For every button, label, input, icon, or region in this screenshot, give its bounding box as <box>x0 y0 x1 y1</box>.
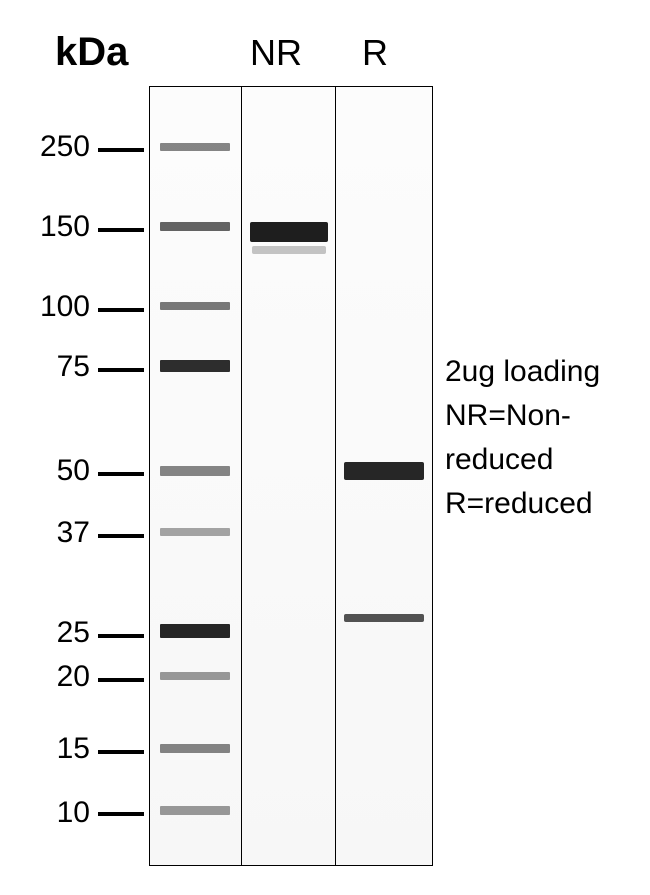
kda-heading: kDa <box>55 30 128 75</box>
tick-mark <box>98 368 144 372</box>
ladder-band <box>160 672 230 680</box>
mw-label-50: 50 <box>0 454 90 488</box>
ladder-band <box>160 360 230 372</box>
ladder-band <box>160 744 230 753</box>
ladder-band <box>160 624 230 638</box>
legend-line: NR=Non- <box>445 394 600 438</box>
legend-line: R=reduced <box>445 482 600 526</box>
tick-mark <box>98 678 144 682</box>
ladder-band <box>160 222 230 231</box>
lane-divider <box>335 86 336 866</box>
nr-band <box>250 222 328 242</box>
legend-line: reduced <box>445 438 600 482</box>
nr-band <box>252 246 326 254</box>
lane-divider <box>241 86 242 866</box>
tick-mark <box>98 812 144 816</box>
mw-label-25: 25 <box>0 616 90 650</box>
tick-mark <box>98 228 144 232</box>
mw-label-15: 15 <box>0 732 90 766</box>
ladder-band <box>160 806 230 815</box>
tick-mark <box>98 148 144 152</box>
mw-label-100: 100 <box>0 290 90 324</box>
mw-label-37: 37 <box>0 516 90 550</box>
tick-mark <box>98 472 144 476</box>
mw-label-75: 75 <box>0 350 90 384</box>
legend: 2ug loadingNR=Non-reducedR=reduced <box>445 350 600 526</box>
tick-mark <box>98 634 144 638</box>
tick-mark <box>98 308 144 312</box>
ladder-band <box>160 528 230 536</box>
legend-line: 2ug loading <box>445 350 600 394</box>
tick-mark <box>98 534 144 538</box>
mw-label-150: 150 <box>0 210 90 244</box>
r-band <box>344 462 424 480</box>
r-band <box>344 614 424 622</box>
lane-header-r: R <box>362 32 388 74</box>
ladder-band <box>160 143 230 151</box>
mw-label-250: 250 <box>0 130 90 164</box>
ladder-band <box>160 302 230 310</box>
mw-label-20: 20 <box>0 660 90 694</box>
lane-header-nr: NR <box>250 32 302 74</box>
gel-image-container: kDa NR R 250 150 100 75 50 37 25 20 15 10 2ug loa… <box>0 0 650 895</box>
mw-label-10: 10 <box>0 796 90 830</box>
tick-mark <box>98 750 144 754</box>
ladder-band <box>160 466 230 476</box>
